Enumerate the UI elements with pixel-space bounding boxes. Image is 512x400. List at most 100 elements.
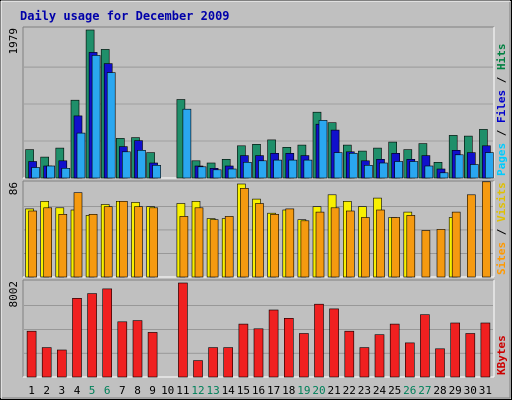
legend-entry: Sites xyxy=(495,242,508,275)
x-tick-label: 25 xyxy=(388,384,401,397)
x-tick-label: 4 xyxy=(74,384,81,397)
bar-pages-day-3 xyxy=(61,168,71,179)
bar-pages-day-17 xyxy=(273,159,282,179)
x-tick-label: 26 xyxy=(403,384,416,397)
bar-kbytes-day-5 xyxy=(87,293,97,378)
bar-kbytes-day-20 xyxy=(314,303,324,378)
bar-kbytes-day-9 xyxy=(147,332,158,378)
bar-sites-day-7 xyxy=(119,201,128,278)
bar-sites-day-31 xyxy=(482,181,491,278)
bar-kbytes-day-25 xyxy=(389,323,400,378)
bar-pages-day-18 xyxy=(288,159,298,179)
bar-sites-day-22 xyxy=(345,210,355,278)
bar-sites-day-28 xyxy=(436,229,446,278)
bar-pages-day-25 xyxy=(394,161,404,179)
bar-pages-day-12 xyxy=(197,166,207,179)
x-tick-label: 24 xyxy=(373,384,387,397)
x-tick-label: 9 xyxy=(149,384,156,397)
legend-hits: Pages / Files / Hits xyxy=(495,44,508,177)
bar-sites-day-30 xyxy=(466,194,476,278)
x-tick-label: 11 xyxy=(176,384,189,397)
legend-visits: Sites / Visits xyxy=(495,182,508,275)
bar-sites-day-16 xyxy=(255,203,264,278)
bar-pages-day-4 xyxy=(76,132,86,179)
bar-sites-day-3 xyxy=(58,214,68,278)
legend-entry: / xyxy=(495,70,508,90)
legend-kbytes: KBytes xyxy=(495,335,508,375)
x-tick-label: 12 xyxy=(191,384,204,397)
x-tick-label: 20 xyxy=(312,384,325,397)
x-tick-label: 19 xyxy=(297,384,310,397)
bar-pages-day-8 xyxy=(137,150,146,179)
y-max-label: 8002 xyxy=(7,281,20,308)
bar-pages-day-26 xyxy=(409,161,419,179)
x-tick-label: 31 xyxy=(479,384,492,397)
bar-kbytes-day-15 xyxy=(238,323,249,378)
bar-kbytes-day-11 xyxy=(178,282,188,378)
bar-sites-day-23 xyxy=(361,217,370,278)
bar-pages-day-13 xyxy=(212,169,222,179)
bar-pages-day-30 xyxy=(469,164,479,179)
x-tick-label: 7 xyxy=(119,384,126,397)
bar-kbytes-day-1 xyxy=(26,330,37,378)
bar-sites-day-11 xyxy=(179,216,189,278)
bar-kbytes-day-7 xyxy=(117,321,128,378)
x-tick-label: 1 xyxy=(28,384,35,397)
bar-pages-day-2 xyxy=(46,165,56,179)
bar-kbytes-day-24 xyxy=(374,334,385,378)
bar-sites-day-6 xyxy=(103,206,113,278)
x-tick-label: 10 xyxy=(161,384,174,397)
bar-sites-day-12 xyxy=(194,207,204,278)
bar-kbytes-day-29 xyxy=(450,322,461,378)
bar-pages-day-21 xyxy=(333,152,343,179)
x-tick-label: 18 xyxy=(282,384,295,397)
bar-pages-day-6 xyxy=(106,72,116,179)
bar-kbytes-day-3 xyxy=(56,349,67,378)
bar-sites-day-19 xyxy=(300,220,310,278)
legend-entry: / xyxy=(495,222,508,242)
bar-sites-day-21 xyxy=(330,207,340,278)
bar-kbytes-day-14 xyxy=(223,347,233,378)
bar-pages-day-23 xyxy=(364,165,373,179)
x-tick-label: 6 xyxy=(104,384,111,397)
bar-kbytes-day-28 xyxy=(435,348,445,378)
x-tick-label: 16 xyxy=(252,384,265,397)
x-axis-labels: 1 2 3 4 5 6 7 8 9 10 11 12 13 14 15 16 17 18 19 20 21 22 23 24 2… xyxy=(28,384,492,397)
panel-kbytes: 8002 KBytes xyxy=(7,279,508,378)
bar-kbytes-day-6 xyxy=(102,288,112,378)
x-tick-label: 8 xyxy=(134,384,141,397)
bar-pages-day-24 xyxy=(379,162,388,179)
panel-visits: 86 Sites / Visits xyxy=(7,180,508,278)
bar-kbytes-day-4 xyxy=(72,297,82,378)
x-tick-label: 28 xyxy=(433,384,446,397)
bar-pages-day-20 xyxy=(318,120,328,179)
bar-sites-day-5 xyxy=(88,214,98,278)
bar-sites-day-20 xyxy=(315,211,325,278)
bar-pages-day-11 xyxy=(182,108,192,179)
x-tick-label: 17 xyxy=(267,384,280,397)
bar-sites-day-17 xyxy=(270,214,279,278)
x-tick-label: 5 xyxy=(89,384,96,397)
bar-kbytes-day-17 xyxy=(268,309,279,378)
x-tick-label: 2 xyxy=(43,384,50,397)
bar-pages-day-14 xyxy=(227,168,237,179)
legend-entry: Pages xyxy=(495,143,508,176)
bar-sites-day-8 xyxy=(134,206,143,278)
bar-kbytes-day-2 xyxy=(41,347,52,378)
panel-hits: 1979 Pages / Files / Hits xyxy=(7,26,508,179)
x-tick-label: 29 xyxy=(449,384,462,397)
bar-sites-day-2 xyxy=(43,207,53,278)
bar-kbytes-day-8 xyxy=(132,320,143,378)
bar-kbytes-day-12 xyxy=(193,360,203,378)
bar-sites-day-4 xyxy=(73,192,83,278)
bar-sites-day-27 xyxy=(421,230,431,278)
x-tick-label: 21 xyxy=(327,384,340,397)
x-tick-label: 27 xyxy=(418,384,431,397)
chart-panels: 1979 Pages / Files / Hits 86 Sites / Visits… xyxy=(7,26,508,378)
bar-sites-day-9 xyxy=(149,207,158,278)
legend-entry: / xyxy=(495,123,508,143)
bar-kbytes-day-13 xyxy=(208,347,218,378)
y-max-label: 86 xyxy=(7,182,20,195)
bar-sites-day-15 xyxy=(240,188,249,278)
